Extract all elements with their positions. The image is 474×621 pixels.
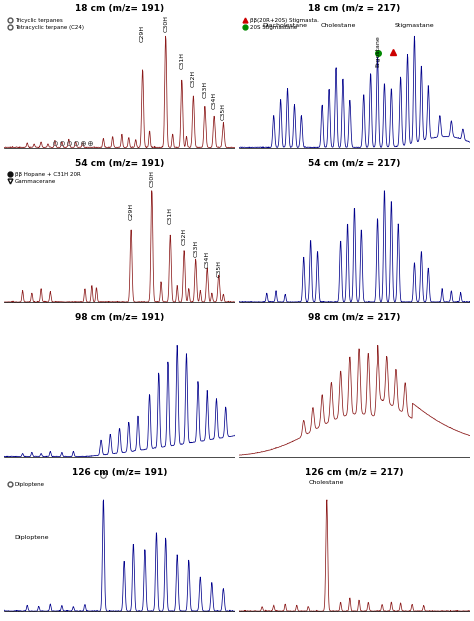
Title: 54 cm (m/z = 217): 54 cm (m/z = 217) — [308, 159, 401, 168]
Legend: ββ Hopane + C31H 20R, Gammacerane: ββ Hopane + C31H 20R, Gammacerane — [7, 171, 82, 185]
Title: 18 cm (m/z= 191): 18 cm (m/z= 191) — [75, 4, 164, 13]
Text: C34H: C34H — [205, 251, 210, 268]
Text: C35H: C35H — [216, 260, 221, 278]
Text: C31H: C31H — [168, 207, 173, 224]
Legend: ββ(20R+20S) Stigmasta., 20S Stigmastane: ββ(20R+20S) Stigmasta., 20S Stigmastane — [242, 17, 319, 30]
Text: C30H: C30H — [163, 16, 168, 32]
Text: C33H: C33H — [202, 81, 208, 98]
Title: 126 cm (m/z = 217): 126 cm (m/z = 217) — [305, 468, 404, 477]
Text: C32H: C32H — [191, 70, 196, 87]
Text: Diacholestane: Diacholestane — [263, 23, 308, 28]
Text: Cholestane: Cholestane — [320, 23, 356, 28]
Text: Diploptene: Diploptene — [15, 535, 49, 540]
Text: C35H: C35H — [221, 103, 226, 120]
Text: C30H: C30H — [149, 170, 155, 187]
Title: 98 cm (m/z= 191): 98 cm (m/z= 191) — [75, 313, 164, 322]
Legend: Tricyclic terpanes, Tetracyclic terpane (C24): Tricyclic terpanes, Tetracyclic terpane … — [7, 17, 85, 30]
Text: C29H: C29H — [128, 203, 134, 220]
Text: C32H: C32H — [182, 229, 187, 245]
Text: Stigmastane: Stigmastane — [395, 23, 434, 28]
Title: 54 cm (m/z= 191): 54 cm (m/z= 191) — [75, 159, 164, 168]
Title: 98 cm (m/z = 217): 98 cm (m/z = 217) — [308, 313, 401, 322]
Title: 18 cm (m/z = 217): 18 cm (m/z = 217) — [308, 4, 401, 13]
Text: C33H: C33H — [193, 240, 198, 256]
Text: C34H: C34H — [212, 92, 217, 109]
Text: Ergostane: Ergostane — [375, 35, 380, 66]
Text: C29H: C29H — [140, 25, 145, 42]
Legend: Diploptene: Diploptene — [7, 481, 46, 487]
Title: 126 cm (m/z= 191): 126 cm (m/z= 191) — [72, 468, 167, 477]
Text: C31H: C31H — [179, 52, 184, 68]
Text: Cholestane: Cholestane — [309, 479, 345, 484]
